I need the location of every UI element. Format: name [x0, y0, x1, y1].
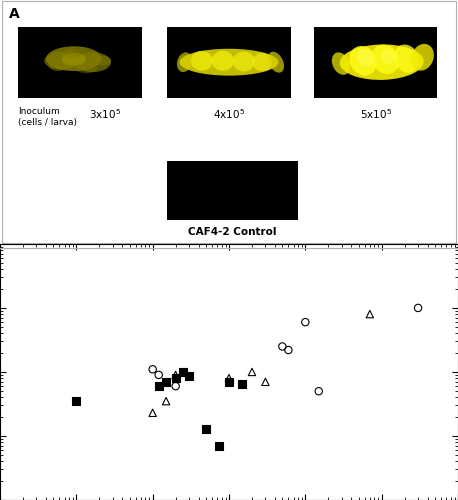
Point: [262, 378, 269, 386]
Text: 3x10$^5$: 3x10$^5$: [89, 108, 121, 121]
Ellipse shape: [233, 52, 255, 72]
Ellipse shape: [372, 44, 399, 74]
Text: 4x10$^5$: 4x10$^5$: [213, 108, 245, 121]
Ellipse shape: [177, 52, 192, 72]
Point: [163, 378, 170, 386]
Point: [216, 442, 223, 450]
Point: [285, 346, 292, 354]
Point: [155, 371, 163, 379]
Ellipse shape: [44, 52, 79, 70]
Point: [155, 382, 163, 390]
Point: [225, 374, 233, 382]
Text: CAF4-2 Control: CAF4-2 Control: [188, 227, 277, 237]
Point: [172, 371, 180, 379]
Ellipse shape: [340, 44, 424, 80]
Ellipse shape: [357, 49, 374, 67]
Ellipse shape: [381, 49, 395, 64]
Point: [172, 382, 180, 390]
Point: [163, 397, 170, 405]
Point: [302, 318, 309, 326]
Text: 5x10$^5$: 5x10$^5$: [360, 108, 392, 121]
Ellipse shape: [94, 56, 111, 66]
Text: Inoculum
(cells / larva): Inoculum (cells / larva): [18, 108, 77, 126]
Point: [315, 387, 322, 395]
Ellipse shape: [212, 51, 234, 70]
FancyBboxPatch shape: [167, 161, 298, 220]
FancyBboxPatch shape: [2, 1, 456, 242]
FancyBboxPatch shape: [167, 161, 298, 220]
Ellipse shape: [394, 44, 419, 73]
Point: [180, 368, 187, 376]
Ellipse shape: [61, 53, 86, 66]
Point: [414, 304, 422, 312]
Ellipse shape: [49, 60, 67, 71]
Point: [202, 424, 210, 432]
Point: [149, 366, 156, 374]
Ellipse shape: [75, 62, 98, 73]
Point: [278, 342, 286, 350]
Point: [73, 397, 80, 405]
Ellipse shape: [349, 46, 377, 76]
Point: [366, 310, 374, 318]
Ellipse shape: [411, 44, 434, 70]
Ellipse shape: [60, 49, 80, 58]
FancyBboxPatch shape: [167, 27, 291, 98]
Point: [172, 374, 180, 382]
Point: [185, 372, 193, 380]
Point: [239, 380, 246, 388]
Text: A: A: [9, 8, 20, 22]
Ellipse shape: [191, 51, 213, 70]
FancyBboxPatch shape: [18, 27, 142, 98]
Point: [248, 368, 256, 376]
Ellipse shape: [252, 53, 272, 72]
Ellipse shape: [268, 52, 284, 72]
Ellipse shape: [74, 52, 111, 72]
Ellipse shape: [332, 52, 350, 75]
Ellipse shape: [180, 49, 278, 76]
Ellipse shape: [46, 46, 102, 71]
Point: [149, 409, 156, 417]
Point: [225, 378, 233, 386]
FancyBboxPatch shape: [314, 27, 437, 98]
